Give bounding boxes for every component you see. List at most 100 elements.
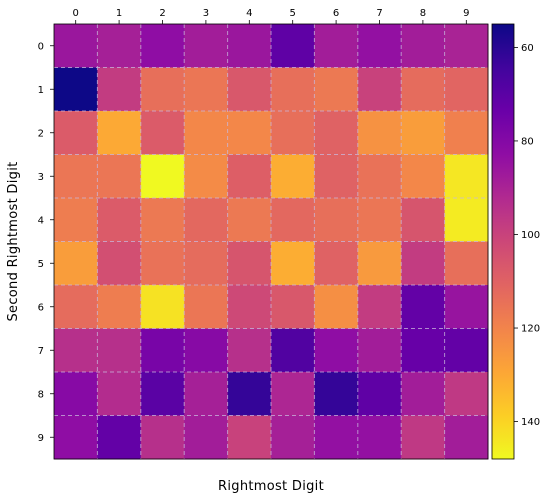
colorbar-tick-label: 140 — [521, 417, 540, 428]
heatmap-cell-r6-c7 — [357, 285, 402, 329]
heatmap-cell-r0-c4 — [227, 24, 272, 68]
heatmap-cell-r4-c7 — [357, 198, 402, 242]
y-axis-label: Second Rightmost Digit — [6, 161, 21, 321]
heatmap-cell-r7-c6 — [314, 328, 359, 373]
heatmap-cell-r8-c2 — [140, 372, 185, 416]
heatmap-cell-r0-c0 — [54, 24, 98, 68]
y-tick-label: 4 — [38, 215, 44, 226]
y-tick-label: 8 — [38, 389, 44, 400]
heatmap-cell-r0-c3 — [184, 24, 229, 68]
heatmap-cell-r1-c7 — [357, 67, 402, 112]
heatmap-cell-r5-c2 — [140, 241, 185, 286]
heatmap-cell-r8-c1 — [97, 372, 142, 416]
heatmap-cell-r9-c0 — [54, 415, 98, 460]
heatmap-cell-r1-c3 — [184, 67, 229, 112]
heatmap-cell-r7-c3 — [184, 328, 229, 373]
heatmap-cell-r0-c8 — [401, 24, 446, 68]
heatmap-cell-r2-c4 — [227, 111, 272, 155]
x-tick-label: 1 — [116, 8, 122, 19]
heatmap-cell-r4-c8 — [401, 198, 446, 242]
heatmap-cell-r1-c0 — [54, 67, 98, 112]
heatmap-cell-r3-c0 — [54, 154, 98, 199]
heatmap-cell-r7-c1 — [97, 328, 142, 373]
heatmap-cell-r9-c1 — [97, 415, 142, 460]
heatmap-cell-r4-c0 — [54, 198, 98, 242]
heatmap-cell-r8-c0 — [54, 372, 98, 416]
heatmap-cell-r1-c1 — [97, 67, 142, 112]
x-tick-label: 9 — [463, 8, 469, 19]
x-tick-label: 4 — [246, 8, 252, 19]
heatmap-cell-r8-c5 — [271, 372, 315, 416]
heatmap-cell-r4-c9 — [444, 198, 489, 242]
heatmap-cell-r9-c4 — [227, 415, 272, 460]
heatmap-cell-r3-c9 — [444, 154, 489, 199]
heatmap-cell-r1-c6 — [314, 67, 359, 112]
y-tick-label: 6 — [38, 302, 44, 313]
y-tick-label: 5 — [38, 259, 44, 270]
colorbar-ticks: 60 80 100 120 140 — [514, 43, 540, 428]
heatmap-cell-r2-c1 — [97, 111, 142, 155]
heatmap-cell-r0-c2 — [140, 24, 185, 68]
heatmap-cell-r8-c6 — [314, 372, 359, 416]
heatmap-cell-r7-c0 — [54, 328, 98, 373]
heatmap-cell-r6-c5 — [271, 285, 315, 329]
colorbar-tick-label: 120 — [521, 324, 540, 335]
heatmap-cell-r0-c9 — [444, 24, 489, 68]
heatmap-cell-r5-c4 — [227, 241, 272, 286]
y-ticks: 0 1 2 3 4 5 6 7 8 9 — [38, 41, 54, 444]
heatmap-cell-r9-c3 — [184, 415, 229, 460]
heatmap-cell-r6-c8 — [401, 285, 446, 329]
x-tick-label: 2 — [159, 8, 165, 19]
heatmap-cell-r5-c6 — [314, 241, 359, 286]
heatmap-cell-r7-c2 — [140, 328, 185, 373]
heatmap-cell-r9-c8 — [401, 415, 446, 460]
x-tick-label: 3 — [203, 8, 209, 19]
heatmap-cell-r3-c4 — [227, 154, 272, 199]
heatmap-cell-r4-c1 — [97, 198, 142, 242]
heatmap-cell-r3-c8 — [401, 154, 446, 199]
heatmap-cell-r8-c8 — [401, 372, 446, 416]
heatmap-cell-r8-c4 — [227, 372, 272, 416]
heatmap-cell-r5-c8 — [401, 241, 446, 286]
heatmap-cell-r5-c0 — [54, 241, 98, 286]
heatmap-cell-r4-c3 — [184, 198, 229, 242]
heatmap-cell-r0-c5 — [271, 24, 315, 68]
heatmap-cell-r1-c8 — [401, 67, 446, 112]
heatmap-cell-r4-c6 — [314, 198, 359, 242]
heatmap-cell-r2-c8 — [401, 111, 446, 155]
heatmap-cell-r8-c7 — [357, 372, 402, 416]
heatmap-cell-r2-c9 — [444, 111, 489, 155]
heatmap-cell-r7-c5 — [271, 328, 315, 373]
heatmap-cell-r8-c9 — [444, 372, 489, 416]
heatmap-cell-r4-c5 — [271, 198, 315, 242]
heatmap-cell-r0-c6 — [314, 24, 359, 68]
heatmap-cell-r3-c6 — [314, 154, 359, 199]
heatmap-cell-r1-c2 — [140, 67, 185, 112]
heatmap-cell-r1-c4 — [227, 67, 272, 112]
heatmap-cell-r6-c3 — [184, 285, 229, 329]
y-tick-label: 2 — [38, 128, 44, 139]
heatmap-cell-r3-c7 — [357, 154, 402, 199]
heatmap-cell-r6-c1 — [97, 285, 142, 329]
x-tick-label: 5 — [290, 8, 296, 19]
colorbar-tick-label: 80 — [521, 136, 534, 147]
colorbar — [491, 23, 515, 460]
y-tick-label: 0 — [38, 41, 44, 52]
heatmap-cell-r5-c1 — [97, 241, 142, 286]
heatmap-cell-r5-c3 — [184, 241, 229, 286]
heatmap-cell-r6-c6 — [314, 285, 359, 329]
y-tick-label: 7 — [38, 346, 44, 357]
heatmap-cell-r3-c5 — [271, 154, 315, 199]
colorbar-tick-label: 60 — [521, 43, 534, 54]
y-tick-label: 3 — [38, 172, 44, 183]
heatmap-cell-r7-c7 — [357, 328, 402, 373]
heatmap-cell-r3-c2 — [140, 154, 185, 199]
heatmap-cell-r8-c3 — [184, 372, 229, 416]
heatmap-cell-r6-c4 — [227, 285, 272, 329]
heatmap-cell-r2-c0 — [54, 111, 98, 155]
x-tick-label: 0 — [73, 8, 79, 19]
heatmap-cell-r3-c3 — [184, 154, 229, 199]
y-tick-label: 9 — [38, 433, 44, 444]
heatmap-cell-r4-c2 — [140, 198, 185, 242]
